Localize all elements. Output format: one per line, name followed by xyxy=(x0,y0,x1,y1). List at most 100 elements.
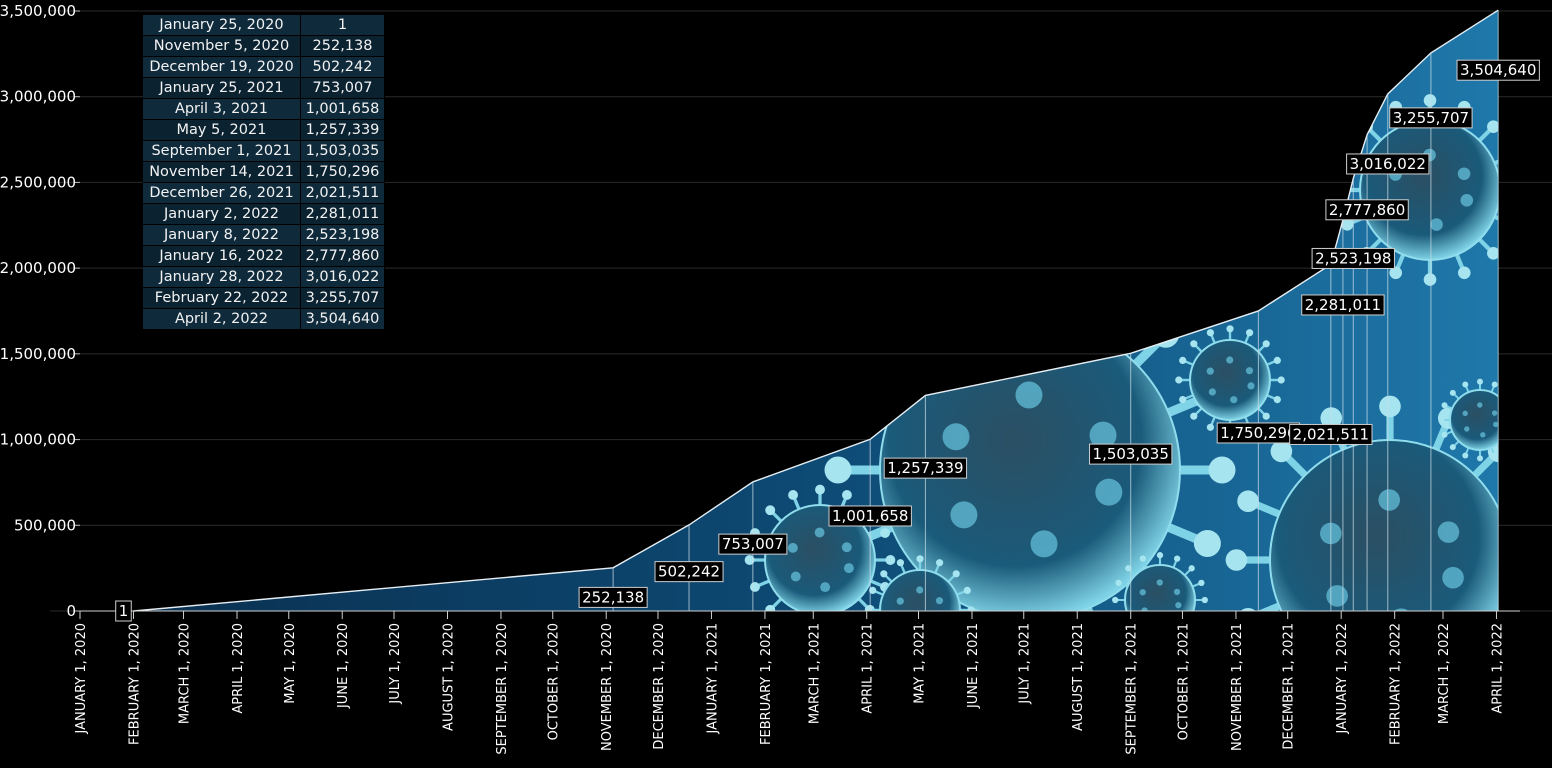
virus-spike-tip xyxy=(1521,490,1543,512)
x-tick-label: JANUARY 1, 2020 xyxy=(74,623,89,735)
virus-dot xyxy=(1460,194,1474,207)
x-tick-label: MARCH 1, 2022 xyxy=(1437,623,1452,724)
virus-spike-tip xyxy=(967,606,975,611)
virus-spike-tip xyxy=(1179,395,1187,404)
virus-spike xyxy=(1119,613,1128,617)
virus-dot xyxy=(1326,585,1348,607)
virus-spike-tip xyxy=(842,620,852,630)
virus-dot xyxy=(1030,530,1058,558)
virus-dot xyxy=(843,563,854,574)
y-tick-label: 0 xyxy=(66,602,76,620)
table-date-cell: December 26, 2021 xyxy=(143,182,301,204)
virus-dot xyxy=(1480,432,1486,438)
virus-spike-tip xyxy=(1237,490,1259,513)
virus-spike-tip xyxy=(1512,402,1518,408)
data-label-text: 252,138 xyxy=(582,588,644,606)
virus-body xyxy=(764,504,876,611)
virus-dot xyxy=(1160,614,1166,620)
virus-spike-tip xyxy=(1140,638,1146,644)
virus-spike xyxy=(1508,405,1516,408)
virus-dot xyxy=(787,542,798,553)
data-label-text: 2,021,511 xyxy=(1293,425,1369,443)
virus-body xyxy=(1269,439,1499,611)
virus-spike-tip xyxy=(1190,412,1198,420)
data-label: 753,007 xyxy=(718,533,788,555)
table-row: February 22, 2022 3,255,707 xyxy=(143,287,385,309)
virus-spike-tip xyxy=(1491,452,1498,459)
virus-dot xyxy=(935,597,944,605)
virus-spike-tip xyxy=(1533,549,1552,571)
data-table: January 25, 2020 1 November 5, 2020 252,138… xyxy=(143,15,385,330)
virus-spike-tip xyxy=(1513,184,1526,197)
data-label-text: 1,257,339 xyxy=(887,459,963,477)
virus-dot xyxy=(1156,579,1163,586)
virus-spike-tip xyxy=(1125,565,1132,572)
virus-spike-tip xyxy=(1340,217,1354,231)
virus-spike-tip xyxy=(1156,552,1164,559)
virus-spike-tip xyxy=(1206,423,1215,431)
x-tick-label: SEPTEMBER 1, 2021 xyxy=(1125,623,1140,755)
virus-dot xyxy=(916,586,924,594)
x-tick-label: DECEMBER 1, 2020 xyxy=(652,623,667,750)
table-value-cell: 1,257,339 xyxy=(300,119,385,141)
data-label-box xyxy=(718,533,788,555)
virus-spike-tip xyxy=(1198,614,1204,620)
virus-spike xyxy=(848,392,896,418)
virus-dot xyxy=(1491,410,1498,416)
data-label-box xyxy=(883,457,968,479)
data-label-box xyxy=(1325,199,1409,221)
virus-spike-tip xyxy=(1198,579,1205,587)
virus-spike-tip xyxy=(1449,444,1456,451)
virus-dot xyxy=(1095,478,1123,506)
data-label-box xyxy=(1389,107,1473,129)
table-date-cell: April 3, 2021 xyxy=(143,98,301,120)
data-label-box xyxy=(1301,294,1385,316)
y-tick-label: 2,000,000 xyxy=(0,259,76,277)
virus-spike-tip xyxy=(1334,183,1347,197)
table-row: January 25, 2020 1 xyxy=(143,15,385,36)
virus-spike-tip xyxy=(765,505,776,516)
data-label-text: 1 xyxy=(119,602,129,620)
virus-spike-tip xyxy=(880,528,890,539)
table-row: January 16, 2022 2,777,860 xyxy=(143,245,385,267)
x-tick-label: OCTOBER 1, 2021 xyxy=(1176,623,1191,740)
virus-spike-tip xyxy=(1477,455,1483,462)
virus-dot xyxy=(1139,589,1146,596)
virus-spike-tip xyxy=(1477,378,1483,385)
table-row: January 2, 2022 2,281,011 xyxy=(143,203,385,225)
data-label-text: 3,016,022 xyxy=(1350,155,1426,173)
x-axis: JANUARY 1, 2020 FEBRUARY 1, 2020 MARCH 1, … xyxy=(74,611,1505,755)
x-tick-label: DECEMBER 1, 2021 xyxy=(1282,623,1297,750)
virus-spike-tip xyxy=(1226,325,1234,333)
virus-spike-tip xyxy=(1139,555,1147,562)
virus-spike xyxy=(884,638,892,646)
virus-spike-tip xyxy=(1179,356,1187,365)
x-tick-label: APRIL 1, 2022 xyxy=(1490,623,1505,714)
virus-dot xyxy=(841,542,852,553)
x-tick-label: MAY 1, 2021 xyxy=(912,623,927,704)
virus-body xyxy=(1189,339,1271,421)
x-tick-label: FEBRUARY 1, 2021 xyxy=(759,623,774,745)
virus-spike-tip xyxy=(788,620,798,630)
virus-spike-tip xyxy=(750,581,760,592)
virus-spike-tip xyxy=(953,643,960,650)
virus-dot xyxy=(1442,566,1464,589)
virus-spike-tip xyxy=(943,279,971,307)
virus-dot xyxy=(1245,367,1254,375)
x-tick-label: AUGUST 1, 2020 xyxy=(441,623,456,731)
virus-spike-tip xyxy=(916,555,924,563)
virus-spike-tip xyxy=(880,570,888,578)
virus-body xyxy=(1359,119,1499,261)
virus-dot xyxy=(1141,607,1148,611)
virus-spike xyxy=(1492,214,1499,227)
virus-dot xyxy=(1173,588,1181,596)
virus-spike-tip xyxy=(1389,266,1403,280)
data-label: 252,138 xyxy=(578,586,648,608)
y-tick-label: 3,500,000 xyxy=(0,2,76,20)
virus-spike-tip xyxy=(1515,417,1521,423)
table-date-cell: January 25, 2021 xyxy=(143,77,301,99)
virus-dot xyxy=(820,582,831,593)
table-value-cell: 2,777,860 xyxy=(300,245,385,267)
virus-dot xyxy=(1477,402,1483,408)
x-tick-label: JANUARY 1, 2021 xyxy=(705,623,720,735)
